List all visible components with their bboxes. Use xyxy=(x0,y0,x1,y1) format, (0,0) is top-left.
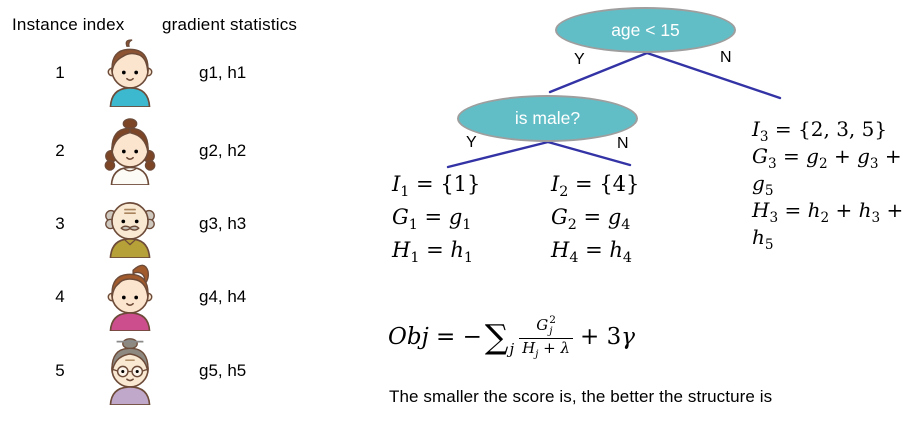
table-row: 5 g5, h5 xyxy=(0,336,330,406)
leaf-stats-3: I3 = {2, 3, 5} G3 = g2 + g3 + g5 H3 = h2… xyxy=(752,116,920,253)
leaf-stats-2: I2 = {4} G2 = g4 H4 = h4 xyxy=(551,168,639,267)
leaf-line: I1 = {1} xyxy=(392,172,481,201)
gradient-stats-label: g2, h2 xyxy=(199,141,247,160)
formula-fraction: G 2 j Hj + λ xyxy=(519,314,574,360)
tree-node-age: age < 15 xyxy=(555,7,736,53)
numerator-exponent: 2 xyxy=(549,314,556,326)
tree-edge xyxy=(548,51,649,94)
gradient-stats-label: g1, h1 xyxy=(199,63,247,82)
tree-node-label: is male? xyxy=(514,108,581,128)
woman-face-icon xyxy=(99,263,161,331)
gradient-stats-label: g3, h3 xyxy=(199,214,247,233)
tree-edge xyxy=(645,51,782,100)
leaf-line: G2 = g4 xyxy=(551,205,631,234)
leaf-line: H3 = h2 + h3 + h5 xyxy=(752,198,904,253)
summation-index: j xyxy=(509,340,515,359)
numerator-subscript: j xyxy=(549,325,553,338)
instance-index-value: 5 xyxy=(55,361,65,380)
table-row: 3 g3, h3 xyxy=(0,189,330,259)
objective-formula: Obj = − ∑ j G 2 j Hj + λ + 3γ xyxy=(388,314,635,360)
fraction-numerator: G 2 j xyxy=(533,314,559,338)
tree-edge xyxy=(446,140,550,169)
summation-symbol: ∑ xyxy=(484,317,509,357)
formula-suffix: + 3γ xyxy=(580,324,635,351)
leaf-line: I2 = {4} xyxy=(551,172,640,201)
leaf-line: H1 = h1 xyxy=(392,238,473,267)
boy-face-icon xyxy=(99,39,161,107)
instance-index-value: 2 xyxy=(55,141,65,160)
tree-node-label: age < 15 xyxy=(611,19,680,40)
table-row: 2 g2, h2 xyxy=(0,116,330,186)
leaf-stats-1: I1 = {1} G1 = g1 H1 = h1 xyxy=(392,168,480,267)
old-man-face-icon xyxy=(99,190,161,258)
branch-label-no: N xyxy=(720,49,732,66)
gradient-statistics-header: gradient statistics xyxy=(162,15,298,34)
branch-label-yes: Y xyxy=(466,134,477,151)
leaf-line: H4 = h4 xyxy=(551,238,632,267)
girl-face-icon xyxy=(99,117,161,185)
branch-label-no: N xyxy=(617,135,629,152)
leaf-line: G3 = g2 + g3 + g5 xyxy=(752,144,902,199)
instance-index-header: Instance index xyxy=(12,15,125,34)
old-woman-face-icon xyxy=(99,337,161,405)
branch-label-yes: Y xyxy=(574,51,585,68)
caption-text: The smaller the score is, the better the… xyxy=(389,387,773,406)
instance-index-value: 3 xyxy=(55,214,65,233)
gradient-stats-label: g4, h4 xyxy=(199,287,247,306)
fraction-denominator: Hj + λ xyxy=(519,338,574,360)
gradient-stats-label: g5, h5 xyxy=(199,361,247,380)
table-row: 1 g1, h1 xyxy=(0,38,330,108)
formula-prefix: Obj = − xyxy=(388,324,482,351)
table-row: 4 g4, h4 xyxy=(0,262,330,332)
numerator-supsub: 2 j xyxy=(549,314,556,338)
instance-index-value: 4 xyxy=(55,287,65,306)
leaf-line: I3 = {2, 3, 5} xyxy=(752,117,888,145)
instance-index-value: 1 xyxy=(55,63,65,82)
tree-node-is-male: is male? xyxy=(457,95,638,142)
numerator-base: G xyxy=(536,316,549,334)
leaf-line: G1 = g1 xyxy=(392,205,472,234)
